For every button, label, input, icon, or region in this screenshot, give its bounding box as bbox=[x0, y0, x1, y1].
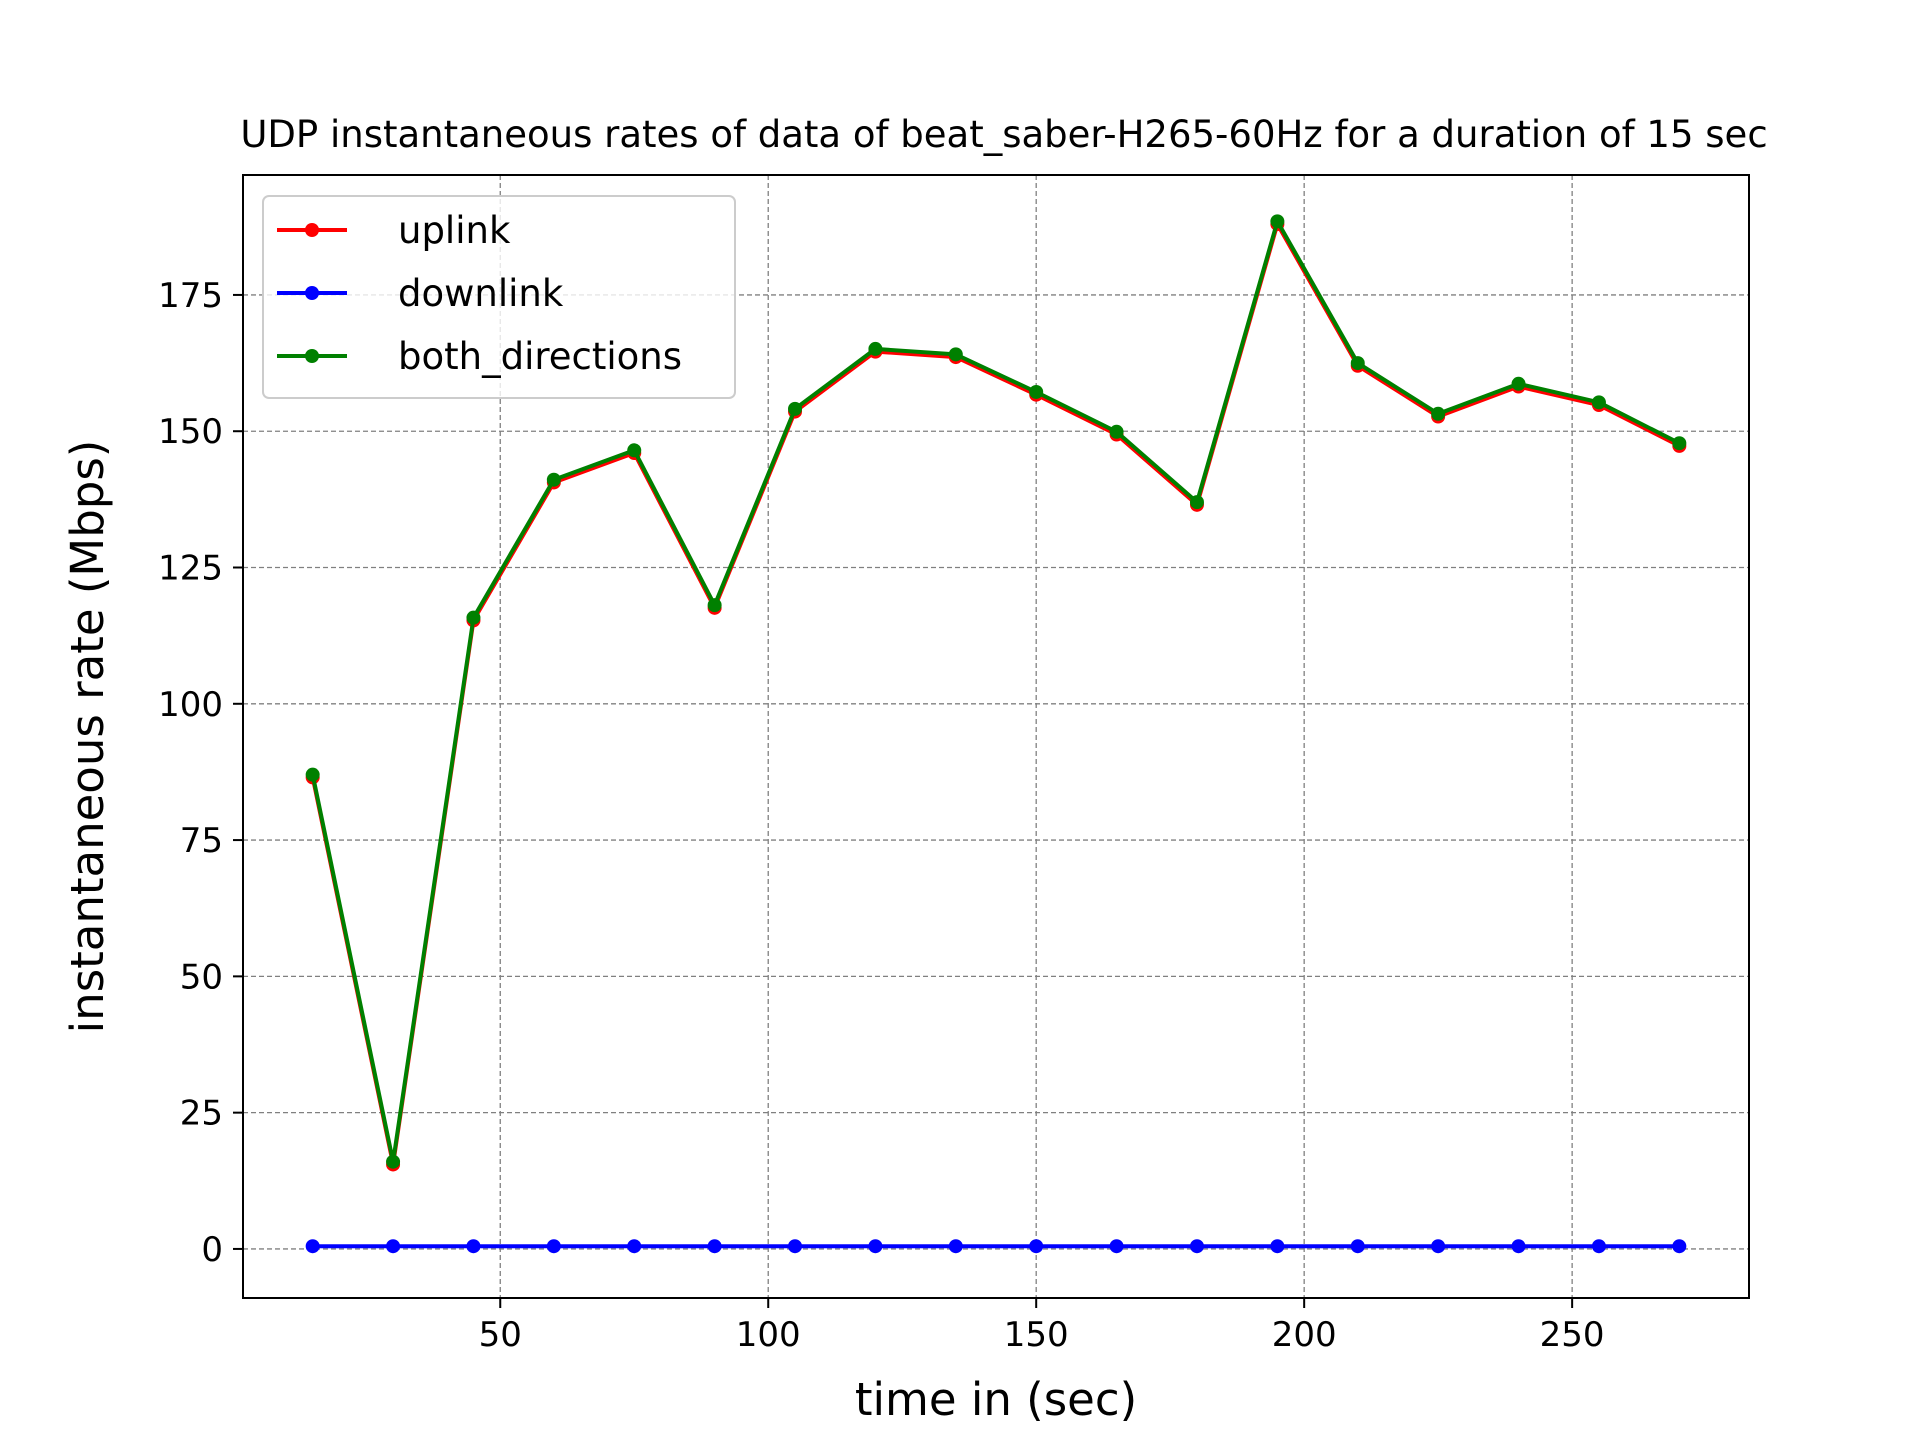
y-tick-label: 175 bbox=[158, 276, 223, 316]
downlink-point bbox=[1350, 1239, 1365, 1254]
y-tick-label: 0 bbox=[201, 1230, 223, 1270]
downlink-point bbox=[707, 1239, 722, 1254]
both_directions-point bbox=[1029, 384, 1044, 399]
legend-box bbox=[262, 195, 736, 399]
both_directions-point bbox=[1591, 395, 1606, 410]
both_directions-point bbox=[868, 341, 883, 356]
both_directions-point bbox=[546, 472, 561, 487]
y-tick-label: 25 bbox=[180, 1094, 223, 1134]
both_directions-point bbox=[1270, 214, 1285, 229]
legend-label: downlink bbox=[398, 272, 564, 315]
downlink-point bbox=[1511, 1239, 1526, 1254]
x-tick-label: 200 bbox=[1272, 1315, 1337, 1355]
legend-swatch-marker bbox=[305, 286, 319, 300]
downlink-point bbox=[1189, 1239, 1204, 1254]
downlink-point bbox=[1591, 1239, 1606, 1254]
x-axis-ticks: 50 100 150 200 250 bbox=[479, 1298, 1605, 1355]
y-tick-label: 100 bbox=[158, 685, 223, 725]
both_directions-point bbox=[707, 598, 722, 613]
series-downlink bbox=[305, 1239, 1687, 1254]
downlink-point bbox=[948, 1239, 963, 1254]
downlink-point bbox=[1672, 1239, 1687, 1254]
series-layer bbox=[305, 214, 1687, 1254]
both_directions-line bbox=[310, 219, 1681, 1164]
x-tick-label: 250 bbox=[1540, 1315, 1605, 1355]
both_directions-point bbox=[1431, 406, 1446, 421]
x-tick-label: 50 bbox=[479, 1315, 522, 1355]
downlink-point bbox=[1029, 1239, 1044, 1254]
y-axis-label: instantaneous rate (Mbps) bbox=[61, 440, 114, 1034]
both_directions-point bbox=[1672, 436, 1687, 451]
y-tick-label: 150 bbox=[158, 412, 223, 452]
both_directions-point bbox=[466, 610, 481, 625]
legend-label: uplink bbox=[398, 209, 511, 252]
downlink-point bbox=[386, 1239, 401, 1254]
both_directions-point bbox=[1109, 424, 1124, 439]
both_directions-point bbox=[386, 1154, 401, 1169]
x-tick-label: 150 bbox=[1004, 1315, 1069, 1355]
both_directions-point bbox=[305, 767, 320, 782]
downlink-point bbox=[546, 1239, 561, 1254]
downlink-point bbox=[868, 1239, 883, 1254]
both_directions-point bbox=[1189, 495, 1204, 510]
downlink-point bbox=[627, 1239, 642, 1254]
y-axis-ticks: 0 25 50 75 100 125 150 175 bbox=[158, 276, 243, 1270]
plot-frame bbox=[242, 174, 1750, 1299]
downlink-point bbox=[305, 1239, 320, 1254]
x-tick-label: 100 bbox=[736, 1315, 801, 1355]
y-tick-label: 75 bbox=[180, 821, 223, 861]
both_directions-point bbox=[1511, 376, 1526, 391]
downlink-point bbox=[1270, 1239, 1285, 1254]
chart-title: UDP instantaneous rates of data of beat_… bbox=[240, 113, 1767, 156]
legend-label: both_directions bbox=[398, 335, 682, 378]
y-tick-label: 50 bbox=[180, 957, 223, 997]
downlink-point bbox=[466, 1239, 481, 1254]
both_directions-point bbox=[948, 347, 963, 362]
legend-swatch-marker bbox=[305, 223, 319, 237]
downlink-point bbox=[1431, 1239, 1446, 1254]
downlink-point bbox=[1109, 1239, 1124, 1254]
downlink-point bbox=[788, 1239, 803, 1254]
x-axis-label: time in (sec) bbox=[855, 1373, 1137, 1426]
both_directions-point bbox=[627, 443, 642, 458]
series-both_directions bbox=[305, 214, 1687, 1169]
both_directions-point bbox=[1350, 356, 1365, 371]
legend-swatch-marker bbox=[305, 349, 319, 363]
legend: uplink downlink both_directions bbox=[262, 195, 736, 399]
both_directions-point bbox=[788, 401, 803, 416]
y-tick-label: 125 bbox=[158, 549, 223, 589]
